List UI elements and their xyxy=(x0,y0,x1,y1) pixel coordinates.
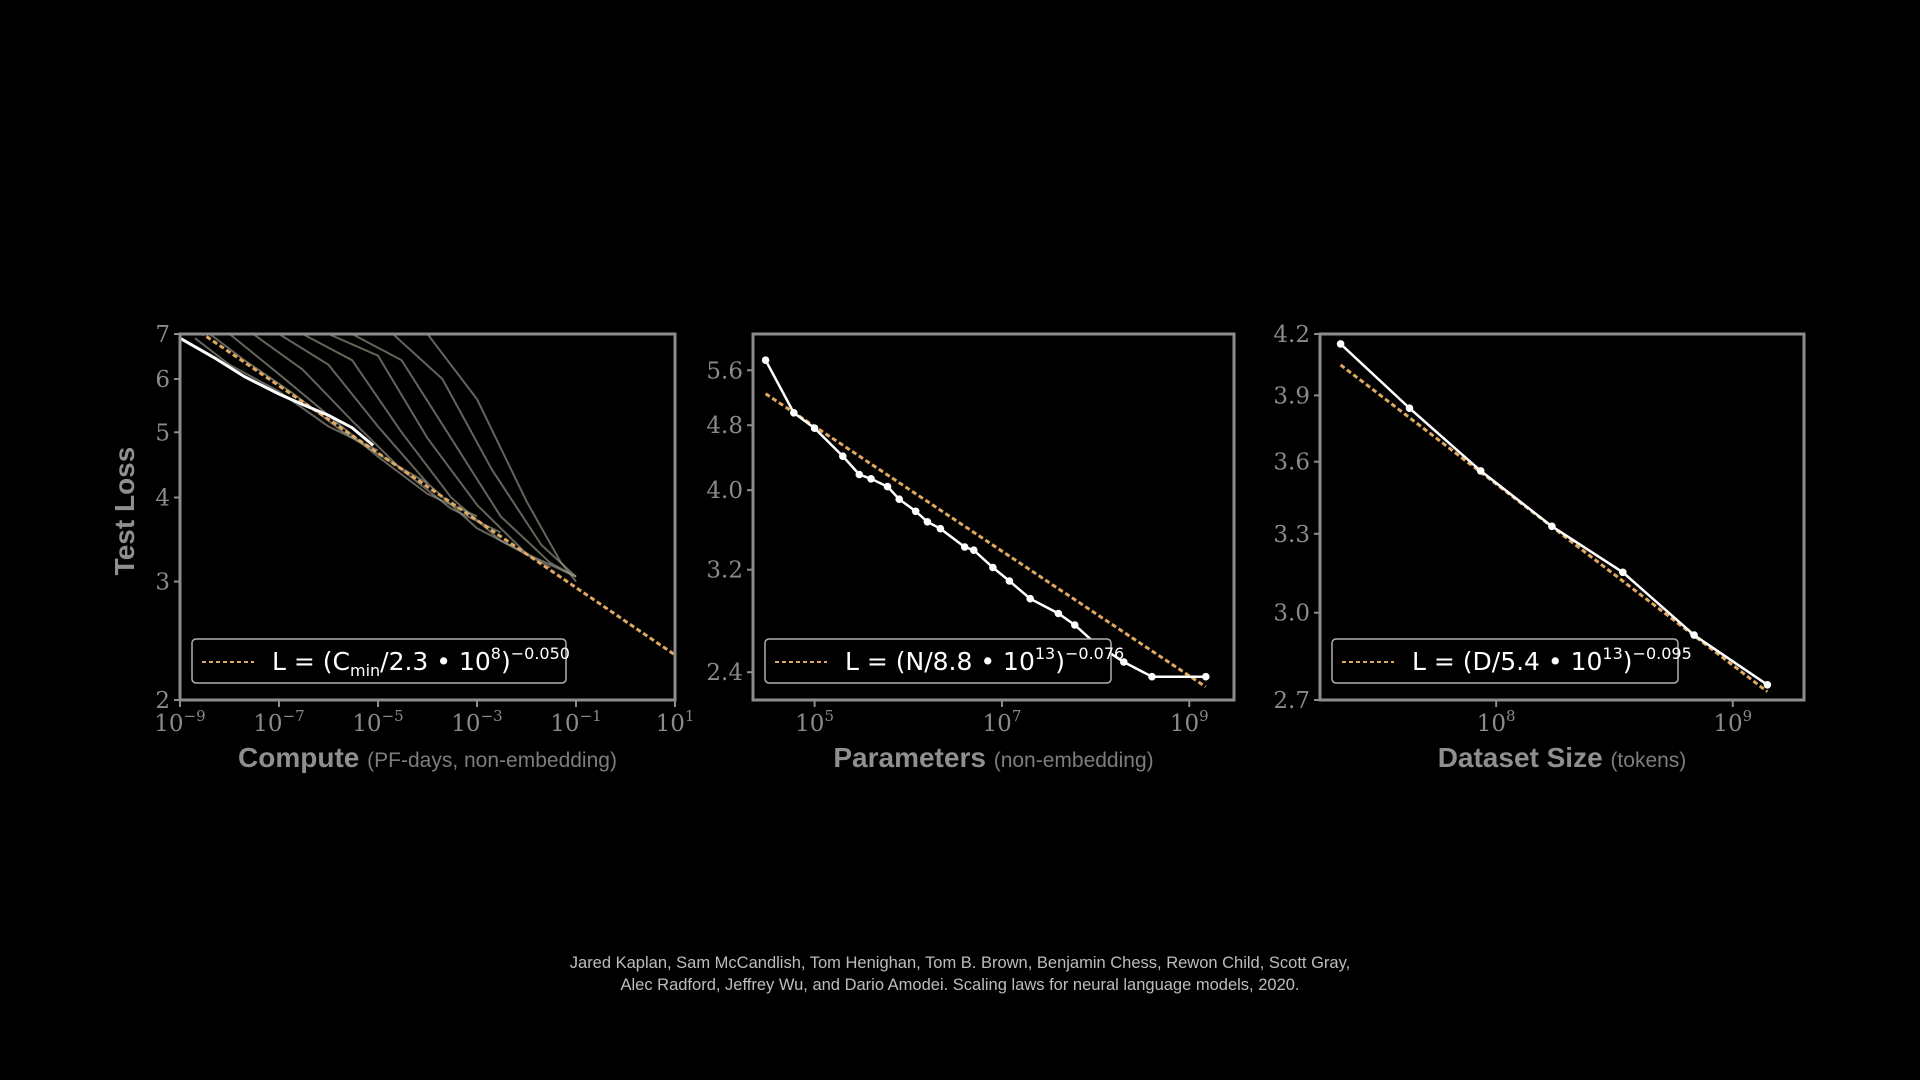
legend-label: L = (D/5.4 • 1013)−0.095 xyxy=(1412,644,1692,676)
y-tick-label: 2 xyxy=(155,688,170,714)
x-tick-label: 10−9 xyxy=(154,707,205,737)
data-point xyxy=(1336,340,1345,348)
data-point xyxy=(970,546,978,554)
x-tick-label: 107 xyxy=(983,707,1022,737)
y-tick-label: 7 xyxy=(155,322,170,348)
y-tick-label: 2.4 xyxy=(706,660,743,686)
legend-box xyxy=(1331,638,1679,684)
data-point xyxy=(883,482,892,491)
citation-line-1: Jared Kaplan, Sam McCandlish, Tom Henigh… xyxy=(569,954,1351,972)
legend-label: L = (N/8.8 • 1013)−0.076 xyxy=(845,644,1124,676)
data-point xyxy=(790,409,798,417)
y-tick-label: 3.2 xyxy=(706,558,743,584)
x-tick-label: 109 xyxy=(1170,707,1209,737)
x-tick-label: 10−5 xyxy=(352,707,403,737)
citation: Jared Kaplan, Sam McCandlish, Tom Henigh… xyxy=(0,952,1920,996)
plot-area xyxy=(180,334,675,657)
legend: L = (D/5.4 • 1013)−0.095 xyxy=(1331,638,1692,684)
data-series-line xyxy=(764,359,1206,678)
training-curve xyxy=(278,334,527,555)
legend: L = (N/8.8 • 1013)−0.076 xyxy=(764,638,1124,684)
y-tick-label: 4.0 xyxy=(706,478,743,504)
plot-frame xyxy=(751,332,1236,702)
data-point xyxy=(1026,594,1034,603)
data-point xyxy=(1005,577,1014,585)
training-curve xyxy=(328,334,577,578)
y-tick-label: 6 xyxy=(155,367,170,393)
compute-frontier-line xyxy=(180,336,375,447)
plot-frame xyxy=(1318,332,1806,702)
x-axis-title: Compute (PF-days, non-embedding) xyxy=(238,742,617,773)
power-law-fit-line xyxy=(764,392,1207,689)
parameters-panel: 5.6 4.8 4.0 3.2 2.4 105 107 109 Parameters (non-… xyxy=(706,332,1236,773)
data-point xyxy=(1763,681,1772,689)
x-tick-label: 10−3 xyxy=(451,707,502,737)
training-curve xyxy=(252,334,502,534)
x-tick-label: 108 xyxy=(1477,707,1516,737)
data-point xyxy=(960,543,969,551)
x-tick-label: 101 xyxy=(656,707,695,737)
y-tick-label: 3 xyxy=(155,570,170,596)
dataset-size-panel: 4.2 3.9 3.6 3.3 3.0 2.7 108 109 Dataset Size (to… xyxy=(1273,322,1806,773)
y-axis-title: Test Loss xyxy=(109,447,140,576)
plot-area xyxy=(1336,340,1772,693)
legend-label: L = (Cmin/2.3 • 108)−0.050 xyxy=(272,644,570,680)
y-tick-label: 3.3 xyxy=(1273,522,1310,548)
data-series-line xyxy=(1339,342,1769,686)
x-axis-title: Parameters (non-embedding) xyxy=(833,742,1153,773)
y-tick-label: 3.6 xyxy=(1273,450,1310,476)
x-tick-label: 105 xyxy=(795,707,834,737)
training-curve xyxy=(392,334,577,578)
y-tick-label: 3.9 xyxy=(1273,383,1310,409)
data-point xyxy=(1054,609,1063,618)
data-point xyxy=(1148,672,1156,681)
data-point xyxy=(895,495,903,504)
data-point xyxy=(1120,658,1128,666)
data-point xyxy=(839,452,847,461)
x-tick-label: 109 xyxy=(1713,707,1752,737)
y-tick-label: 4 xyxy=(155,485,170,511)
data-point xyxy=(1690,631,1698,639)
data-point xyxy=(911,507,920,516)
data-point xyxy=(1202,672,1210,681)
y-tick-label: 5 xyxy=(155,420,170,446)
plot-frame xyxy=(178,332,677,702)
data-point xyxy=(855,470,864,479)
citation-line-2: Alec Radford, Jeffrey Wu, and Dario Amod… xyxy=(620,976,1300,994)
training-curve xyxy=(302,334,551,569)
y-tick-label: 4.8 xyxy=(706,413,743,439)
data-point xyxy=(810,424,819,433)
y-tick-label: 4.2 xyxy=(1273,322,1310,348)
power-law-fit-line xyxy=(200,334,675,657)
x-tick-label: 10−7 xyxy=(253,707,304,737)
y-tick-label: 3.0 xyxy=(1273,601,1310,627)
data-point xyxy=(867,475,875,483)
data-point xyxy=(761,356,770,365)
x-axis-title: Dataset Size (tokens) xyxy=(1438,742,1687,773)
data-point xyxy=(989,563,997,572)
legend-box xyxy=(191,638,567,684)
legend: L = (Cmin/2.3 • 108)−0.050 xyxy=(191,638,570,684)
y-tick-label: 2.7 xyxy=(1273,688,1310,714)
data-point xyxy=(1619,568,1627,577)
data-point xyxy=(1548,522,1556,531)
x-tick-label: 10−1 xyxy=(550,707,601,737)
data-point xyxy=(1405,404,1414,413)
data-point xyxy=(1071,621,1079,629)
data-point xyxy=(923,518,932,526)
legend-box xyxy=(764,638,1112,684)
training-curve xyxy=(426,334,577,583)
data-point xyxy=(936,524,945,533)
data-point xyxy=(1476,467,1485,475)
compute-panel: 7 6 5 4 3 210−9 10−7 10−5 10−3 10−1 101 Compute (PF… xyxy=(109,322,695,773)
plot-area xyxy=(761,356,1210,689)
training-curve xyxy=(351,334,577,578)
y-tick-label: 5.6 xyxy=(706,358,743,384)
